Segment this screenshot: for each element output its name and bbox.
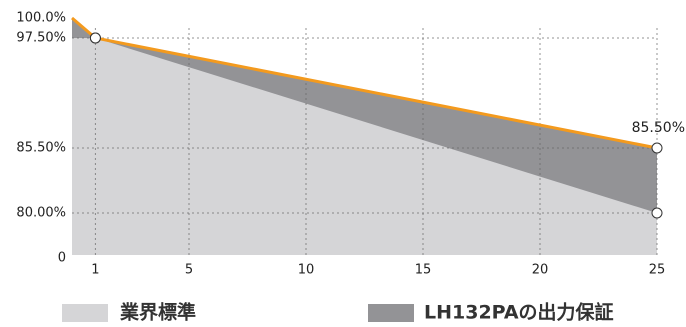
y-tick-label: 97.50% xyxy=(16,31,66,46)
y-tick-label: 100.0% xyxy=(16,11,66,26)
legend-swatch xyxy=(62,304,108,322)
y-tick-label: 0 xyxy=(58,251,66,266)
x-tick-label: 25 xyxy=(649,263,666,278)
marker xyxy=(651,207,663,219)
legend-label: 業界標準 xyxy=(119,301,196,324)
y-tick-label: 80.00% xyxy=(16,206,66,221)
x-tick-label: 15 xyxy=(415,263,432,278)
area xyxy=(72,38,657,255)
x-tick-label: 10 xyxy=(298,263,315,278)
y-tick-label: 85.50% xyxy=(16,141,66,156)
x-tick-label: 1 xyxy=(91,263,99,278)
value-label: 85.50% xyxy=(632,120,685,136)
x-tick-label: 20 xyxy=(532,263,549,278)
marker xyxy=(89,32,101,44)
legend-swatch xyxy=(368,304,414,322)
marker xyxy=(651,142,663,154)
legend-label: LH132PAの出力保証 xyxy=(424,301,614,324)
x-tick-label: 5 xyxy=(185,263,193,278)
